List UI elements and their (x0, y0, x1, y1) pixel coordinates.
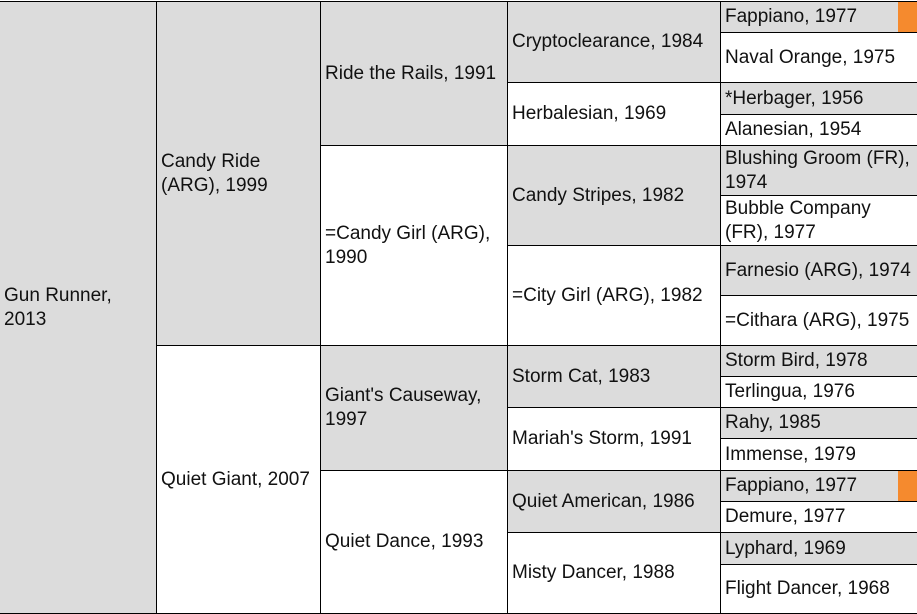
ancestor-name: Mariah's Storm, 1991 (512, 428, 692, 449)
ancestor-name: Immense, 1979 (725, 443, 856, 465)
gen5-cell: Bubble Company (FR), 1977 (720, 195, 917, 246)
ancestor-name: *Herbager, 1956 (725, 87, 864, 109)
gen4-cell: Storm Cat, 1983 (507, 345, 721, 408)
ancestor-name: Demure, 1977 (725, 506, 846, 527)
gen4-cell: Cryptoclearance, 1984 (507, 1, 721, 83)
gen5-cell: Lyphard, 1969 (720, 532, 917, 565)
dam-name: Quiet Giant, 2007 (161, 468, 310, 490)
ancestor-name: Storm Cat, 1983 (512, 365, 651, 387)
gen5-cell: Fappiano, 1977 (720, 470, 917, 502)
ancestor-name: Rahy, 1985 (725, 412, 821, 433)
ancestor-name: Fappiano, 1977 (725, 6, 858, 27)
gen5-cell: Storm Bird, 1978 (720, 345, 917, 377)
gen5-cell: Fappiano, 1977 (720, 1, 917, 33)
ancestor-name: Flight Dancer, 1968 (725, 578, 890, 599)
gen3-cell: Ride the Rails, 1991 (320, 1, 508, 146)
flag-marker (898, 471, 917, 501)
ancestor-name: Quiet American, 1986 (512, 490, 695, 512)
gen5-cell: Immense, 1979 (720, 438, 917, 471)
ancestor-name: Farnesio (ARG), 1974 (725, 259, 911, 281)
gen4-cell: Candy Stripes, 1982 (507, 145, 721, 246)
gen5-cell: =Cithara (ARG), 1975 (720, 295, 917, 346)
dam-cell: Quiet Giant, 2007 (156, 345, 321, 614)
sire-cell: Candy Ride (ARG), 1999 (156, 1, 321, 346)
ancestor-name: Storm Bird, 1978 (725, 350, 868, 371)
gen5-cell: Terlingua, 1976 (720, 376, 917, 408)
ancestor-name: Fappiano, 1977 (725, 475, 858, 496)
ancestor-name: Misty Dancer, 1988 (512, 562, 675, 583)
ancestor-name: Candy Stripes, 1982 (512, 184, 685, 206)
ancestor-name: Ride the Rails, 1991 (325, 62, 497, 84)
gen3-cell: =Candy Girl (ARG), 1990 (320, 145, 508, 346)
gen5-cell: Alanesian, 1954 (720, 114, 917, 146)
gen4-cell: Mariah's Storm, 1991 (507, 407, 721, 471)
ancestor-name: Cryptoclearance, 1984 (512, 31, 704, 52)
gen5-cell: Farnesio (ARG), 1974 (720, 245, 917, 296)
horse-cell: Gun Runner, 2013 (0, 1, 157, 614)
flag-marker (898, 2, 917, 32)
gen3-cell: Quiet Dance, 1993 (320, 470, 508, 614)
ancestor-name: =Candy Girl (ARG), 1990 (325, 222, 491, 268)
gen5-cell: Demure, 1977 (720, 501, 917, 533)
ancestor-name: Herbalesian, 1969 (512, 103, 667, 124)
gen5-cell: Blushing Groom (FR), 1974 (720, 145, 917, 196)
horse-name: Gun Runner, 2013 (4, 284, 112, 330)
gen5-cell: Flight Dancer, 1968 (720, 564, 917, 614)
ancestor-name: Giant's Causeway, 1997 (325, 385, 482, 430)
gen4-cell: =City Girl (ARG), 1982 (507, 245, 721, 346)
gen4-cell: Herbalesian, 1969 (507, 82, 721, 146)
ancestor-name: =City Girl (ARG), 1982 (512, 284, 703, 306)
ancestor-name: =Cithara (ARG), 1975 (725, 309, 910, 331)
gen5-cell: Rahy, 1985 (720, 407, 917, 439)
sire-name: Candy Ride (ARG), 1999 (161, 150, 268, 196)
gen5-cell: Naval Orange, 1975 (720, 32, 917, 83)
ancestor-name: Terlingua, 1976 (725, 381, 855, 402)
ancestor-name: Naval Orange, 1975 (725, 46, 896, 68)
ancestor-name: Alanesian, 1954 (725, 119, 862, 140)
ancestor-name: Lyphard, 1969 (725, 537, 846, 559)
gen3-cell: Giant's Causeway, 1997 (320, 345, 508, 471)
gen4-cell: Misty Dancer, 1988 (507, 532, 721, 614)
gen4-cell: Quiet American, 1986 (507, 470, 721, 533)
ancestor-name: Bubble Company (FR), 1977 (725, 197, 871, 243)
gen5-cell: *Herbager, 1956 (720, 82, 917, 115)
ancestor-name: Quiet Dance, 1993 (325, 531, 484, 552)
ancestor-name: Blushing Groom (FR), 1974 (725, 147, 910, 193)
